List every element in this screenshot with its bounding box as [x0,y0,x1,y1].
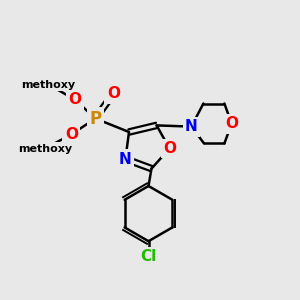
Text: O: O [225,116,238,131]
Text: Cl: Cl [140,249,157,264]
Text: N: N [119,152,132,166]
Text: O: O [65,127,78,142]
Text: O: O [107,86,120,101]
Text: N: N [185,119,198,134]
Text: P: P [89,110,101,128]
Text: methoxy: methoxy [22,80,76,90]
Text: O: O [163,141,176,156]
Text: methoxy: methoxy [18,143,72,154]
Text: O: O [68,92,82,107]
